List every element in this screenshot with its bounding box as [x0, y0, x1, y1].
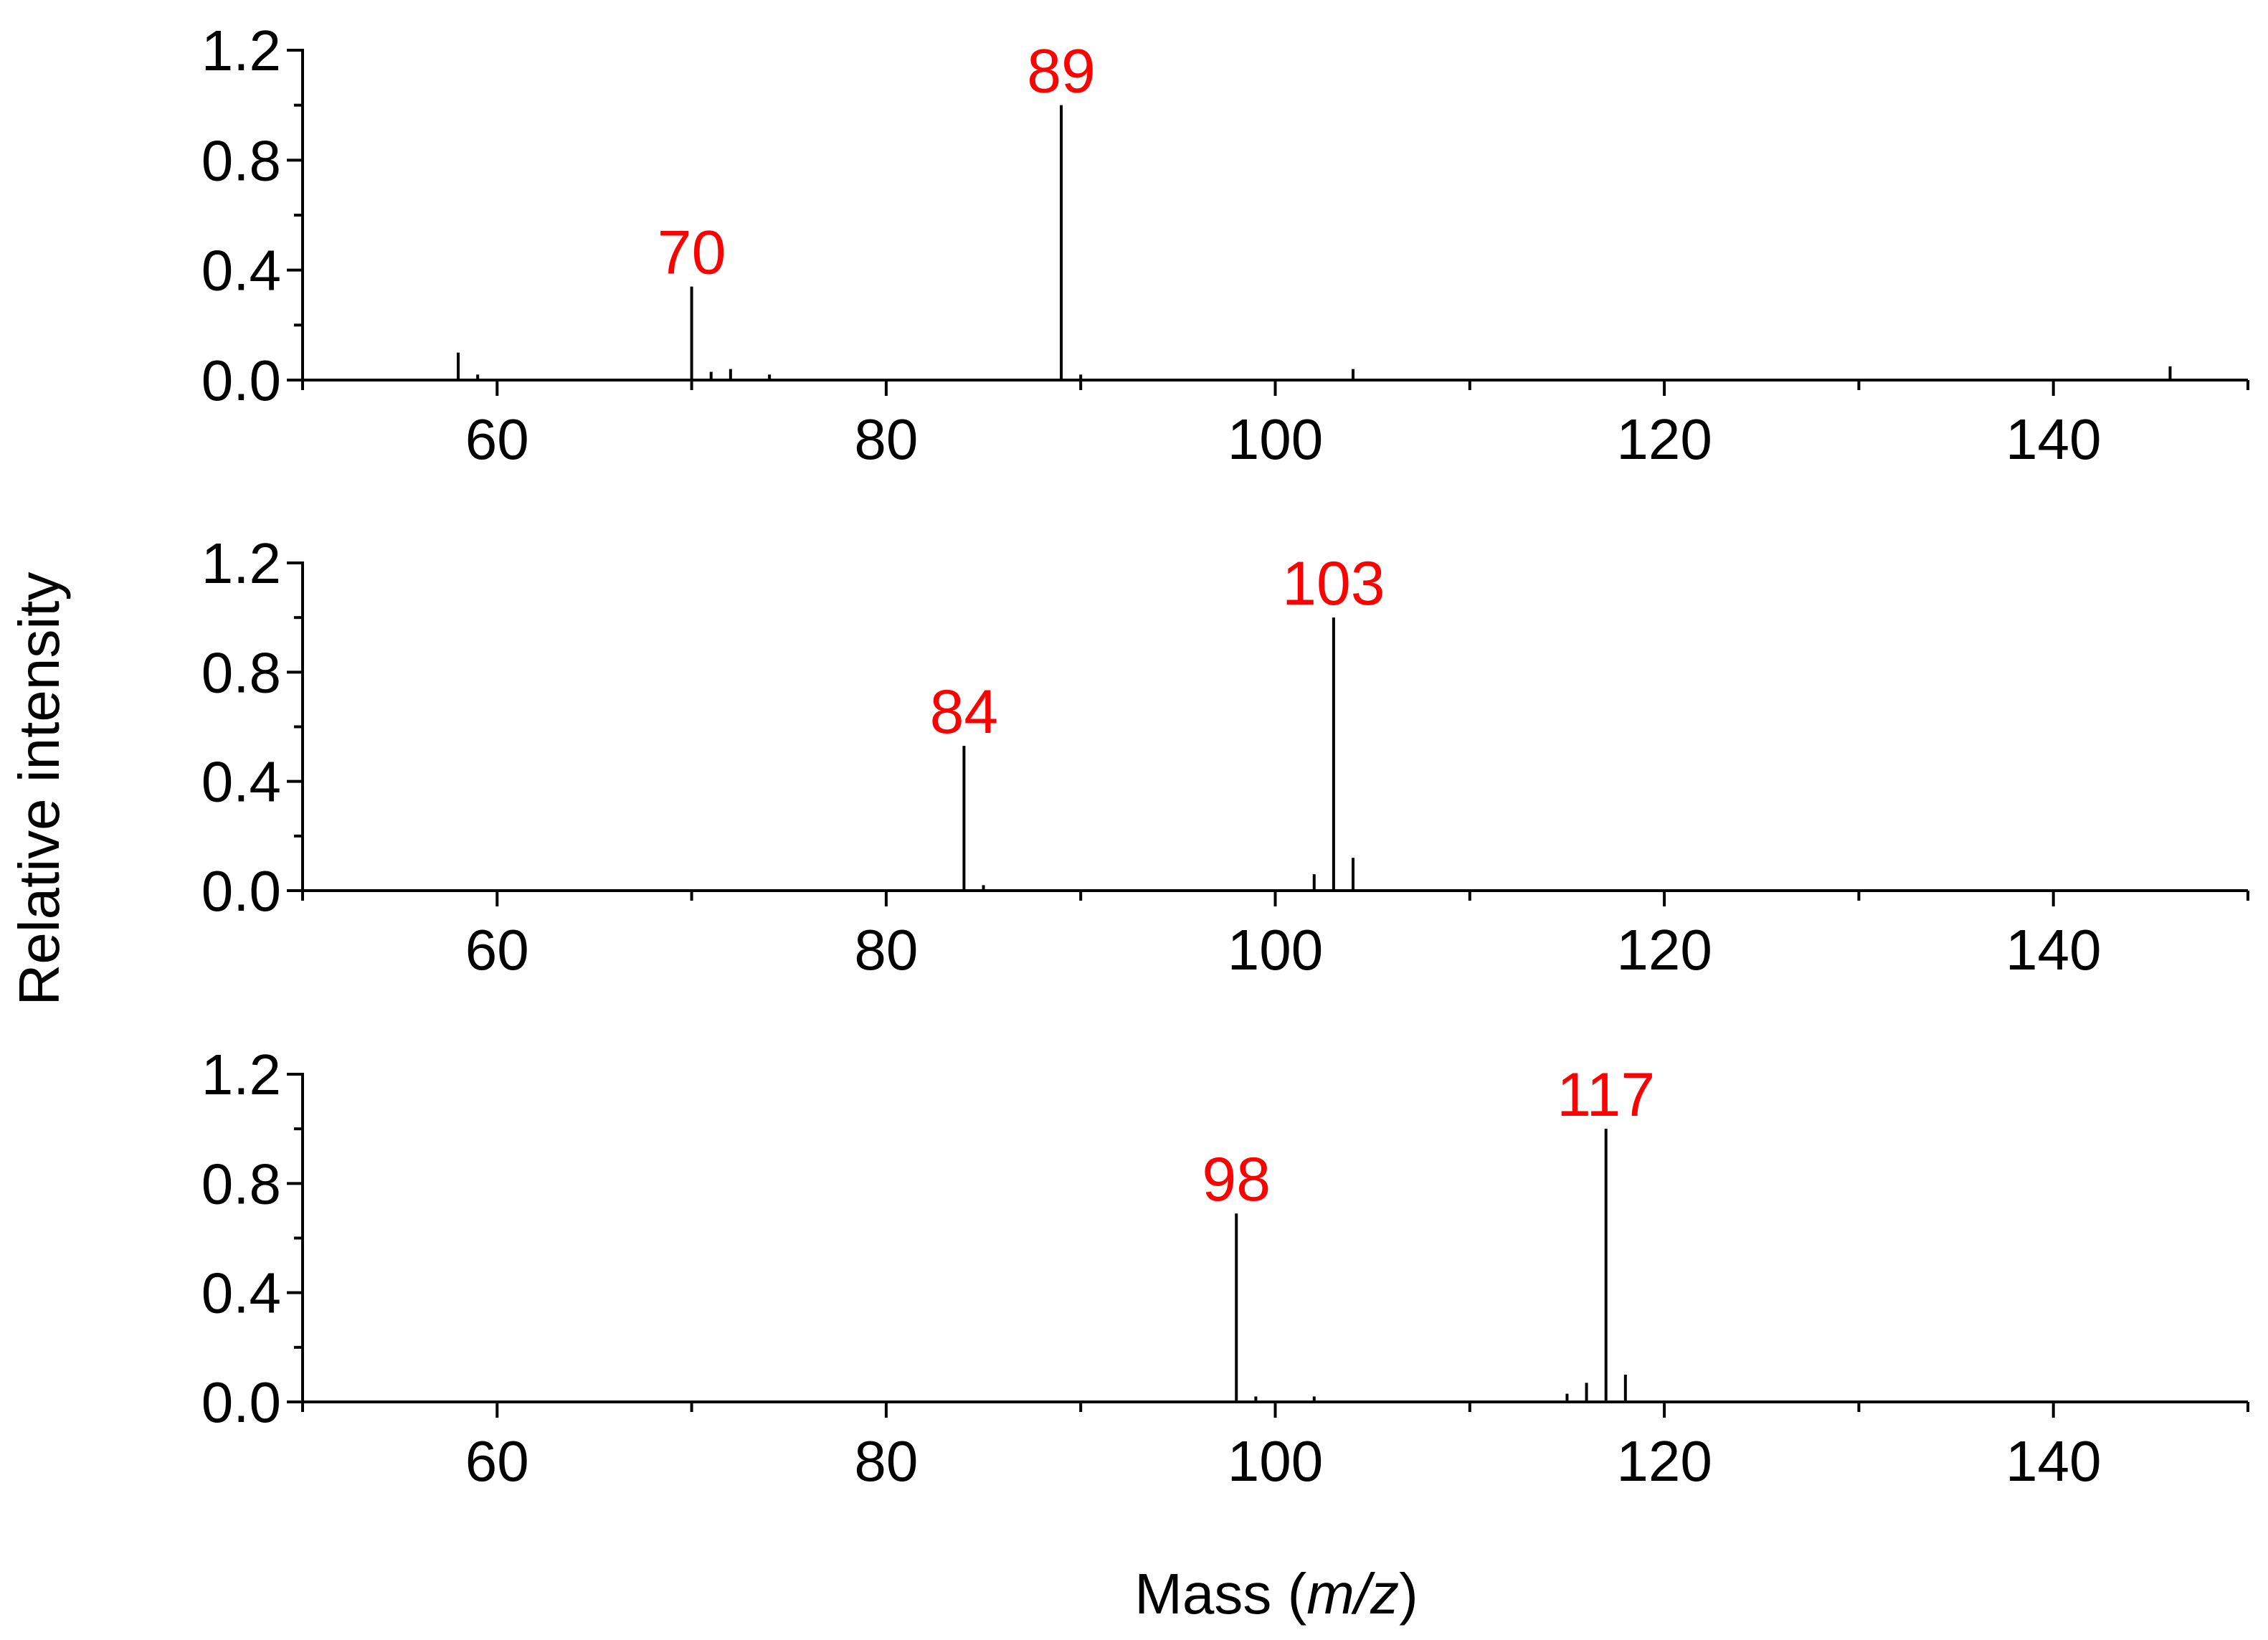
- y-tick-label: 0.4: [201, 1261, 281, 1325]
- x-tick-label: 100: [1228, 1429, 1323, 1493]
- spectrum-panel-1: 0.0 0.4 0.8 1.2 60 80 100 120 140 70 89: [201, 19, 2249, 471]
- x-tick-label: 60: [465, 1429, 529, 1493]
- peak-label: 70: [658, 219, 726, 288]
- x-axis-title-italic: m/z: [1306, 1562, 1399, 1626]
- y-tick-label: 0.0: [201, 349, 281, 412]
- y-tick-label: 0.4: [201, 239, 281, 303]
- y-tick-label: 0.0: [201, 1370, 281, 1434]
- x-tick-label: 60: [465, 918, 529, 982]
- x-tick-label: 60: [465, 407, 529, 471]
- y-tick-label: 1.2: [201, 531, 281, 595]
- y-axis-title: Relative intensity: [7, 572, 71, 1006]
- y-tick-label: 0.0: [201, 859, 281, 923]
- peak-label: 98: [1202, 1145, 1271, 1214]
- spectrum-panel-2: 0.0 0.4 0.8 1.2 60 80 100 120 140 84 103: [201, 531, 2249, 982]
- x-axis-title-suffix: ): [1399, 1562, 1418, 1626]
- spectrum-panels: 0.0 0.4 0.8 1.2 60 80 100 120 140 70 89 0.0 0.4 0.8 1.…: [201, 19, 2249, 1493]
- y-tick-label: 1.2: [201, 1043, 281, 1106]
- x-tick-label: 120: [1616, 407, 1712, 471]
- x-tick-label: 80: [854, 407, 918, 471]
- y-tick-label: 0.8: [201, 1152, 281, 1215]
- y-tick-label: 0.8: [201, 128, 281, 192]
- x-tick-label: 140: [2006, 1429, 2101, 1493]
- peak-label: 84: [930, 678, 999, 746]
- x-tick-label: 120: [1616, 918, 1712, 982]
- x-tick-label: 140: [2006, 918, 2101, 982]
- x-tick-label: 140: [2006, 407, 2101, 471]
- x-tick-label: 80: [854, 918, 918, 982]
- y-tick-label: 0.4: [201, 750, 281, 814]
- peak-label: 103: [1282, 549, 1385, 618]
- x-tick-label: 120: [1616, 1429, 1712, 1493]
- x-tick-label: 100: [1228, 918, 1323, 982]
- y-tick-label: 1.2: [201, 19, 281, 82]
- x-axis-title-prefix: Mass (: [1134, 1562, 1306, 1626]
- x-axis-title: Mass (m/z): [1134, 1562, 1418, 1626]
- x-tick-label: 100: [1228, 407, 1323, 471]
- x-tick-label: 80: [854, 1429, 918, 1493]
- peak-label: 89: [1027, 37, 1096, 106]
- peak-label: 117: [1557, 1061, 1655, 1129]
- spectrum-panel-3: 0.0 0.4 0.8 1.2 60 80 100 120 140 98 117: [201, 1043, 2249, 1493]
- y-tick-label: 0.8: [201, 640, 281, 704]
